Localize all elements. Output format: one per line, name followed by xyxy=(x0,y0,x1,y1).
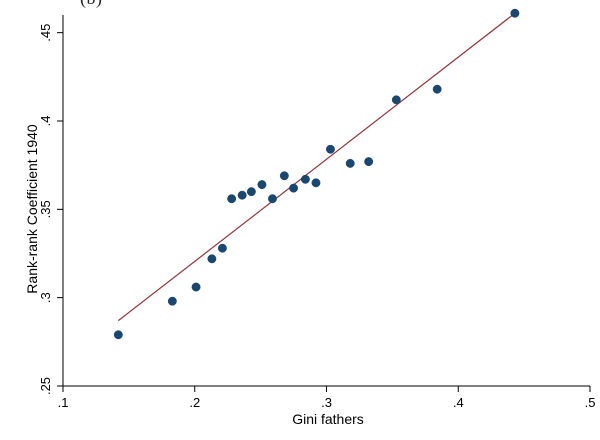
y-tick-label: .3 xyxy=(38,292,53,303)
data-point xyxy=(237,190,247,200)
x-tick-label: .2 xyxy=(189,395,200,410)
x-axis-label: Gini fathers xyxy=(292,411,364,427)
data-point xyxy=(227,194,237,204)
x-tick-label: .5 xyxy=(585,395,596,410)
cropped-title: (b) xyxy=(80,0,103,9)
data-point xyxy=(217,243,227,253)
data-point xyxy=(167,296,177,306)
x-axis: .1 .2 .3 .4 .5 xyxy=(58,385,596,410)
x-tick-label: .3 xyxy=(321,395,332,410)
data-point xyxy=(279,171,289,181)
data-point xyxy=(311,178,321,188)
data-point xyxy=(268,194,277,204)
data-point xyxy=(113,330,123,340)
y-tick-label: .25 xyxy=(38,377,53,395)
data-point xyxy=(510,8,520,18)
data-point xyxy=(289,183,299,193)
points-layer xyxy=(113,8,520,340)
data-point xyxy=(432,84,442,94)
data-point xyxy=(207,254,217,264)
data-point xyxy=(246,187,256,197)
data-point xyxy=(326,144,335,154)
data-point xyxy=(345,158,355,168)
data-point xyxy=(391,95,401,105)
y-axis: .25 .3 .35 .4 .45 xyxy=(38,15,64,395)
data-point xyxy=(300,174,310,184)
y-tick-label: .35 xyxy=(38,200,53,218)
data-point xyxy=(364,157,374,167)
y-tick-label: .45 xyxy=(38,24,53,42)
data-point xyxy=(191,282,201,292)
x-tick-label: .1 xyxy=(58,395,69,410)
data-point xyxy=(257,180,267,190)
y-tick-label: .4 xyxy=(38,116,53,127)
cropped-title-strip: (b) xyxy=(0,0,600,14)
y-axis-label: Rank-rank Coefficient 1940 xyxy=(24,124,40,294)
fit-line xyxy=(117,12,516,322)
x-tick-label: .4 xyxy=(453,395,464,410)
fit-line-layer xyxy=(117,12,516,322)
